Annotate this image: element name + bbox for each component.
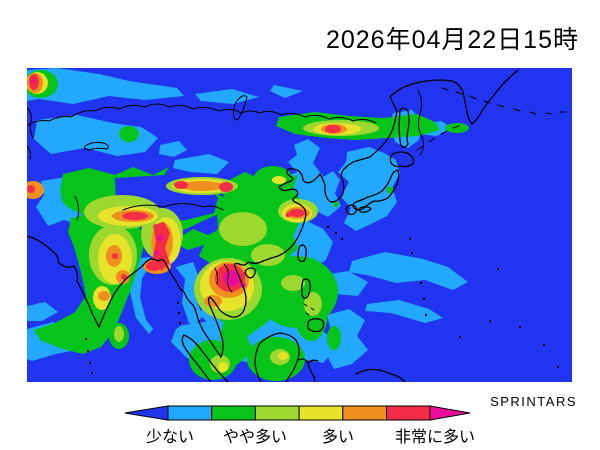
island-specks [85,226,559,374]
legend-segment-2 [211,405,256,421]
legend-colorbar [125,405,470,421]
legend-arrow-left [125,405,169,421]
legend-label-very-high: 非常に多い [394,429,476,446]
aerosol-concentration-map [27,68,572,382]
sprintars-credit: SPRINTARS [490,394,577,409]
legend-label-high: 多い [321,429,355,446]
coastlines [27,69,567,382]
legend-label-moderate: やや多い [222,429,288,446]
legend-arrow-right [429,405,470,421]
legend-label-low: 少ない [145,429,195,446]
legend-segment-4 [298,405,344,421]
map-canvas [27,68,572,382]
legend-segment-6 [386,405,431,421]
legend-segment-5 [342,405,388,421]
legend-segment-1 [167,405,213,421]
legend-segment-3 [254,405,300,421]
forecast-datetime-title: 2026年04月22日15時 [325,26,579,54]
